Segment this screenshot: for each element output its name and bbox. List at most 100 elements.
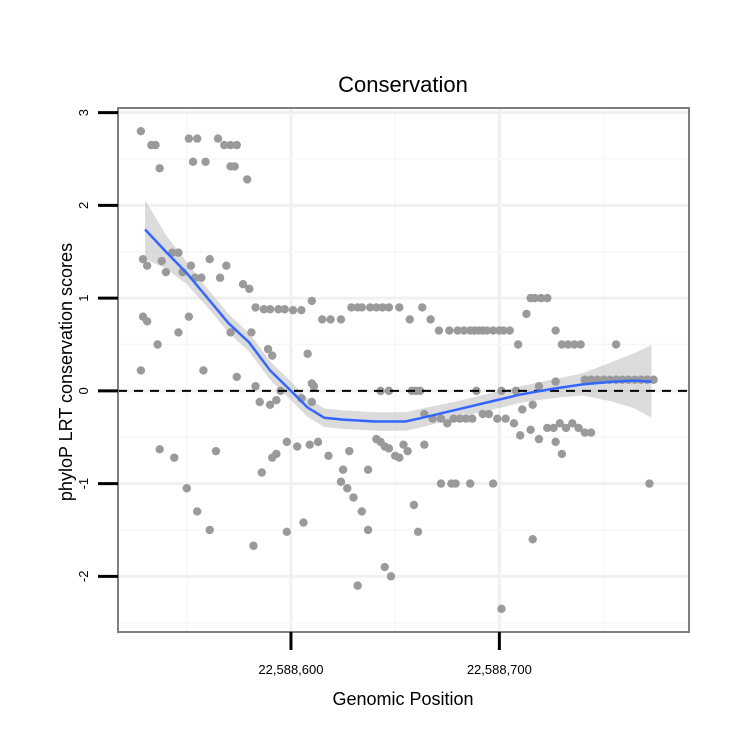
data-point [453, 326, 462, 335]
data-point [151, 140, 160, 150]
data-point [543, 423, 552, 433]
data-point [170, 453, 179, 462]
data-point [155, 164, 164, 173]
data-point [413, 527, 423, 537]
data-point [307, 296, 317, 306]
data-point [257, 468, 266, 477]
data-point [436, 479, 446, 488]
data-point [192, 507, 202, 516]
data-point [245, 284, 254, 294]
data-point [336, 315, 346, 324]
data-point [174, 328, 183, 337]
smooth-fit-layer [144, 228, 652, 423]
data-point [516, 431, 525, 440]
data-point [282, 437, 291, 447]
data-point [468, 414, 477, 423]
data-point [226, 328, 235, 337]
data-point [586, 375, 596, 384]
data-point [232, 372, 241, 382]
data-point [557, 340, 567, 349]
data-point [543, 293, 552, 303]
data-point [186, 261, 196, 270]
data-point [488, 326, 498, 335]
data-point [488, 479, 498, 488]
data-point [157, 256, 166, 266]
data-point [297, 305, 306, 315]
data-point [482, 326, 492, 335]
data-point [465, 479, 475, 488]
y-tick-label: 3 [76, 109, 91, 116]
data-point [309, 382, 319, 391]
data-point [247, 328, 256, 337]
data-point [570, 340, 579, 349]
data-point [534, 434, 544, 444]
data-point [251, 303, 260, 312]
data-point [363, 465, 373, 474]
data-point [232, 140, 241, 150]
y-tick-label: -1 [76, 478, 91, 490]
data-point [403, 446, 412, 456]
data-point [395, 453, 404, 462]
data-point [259, 305, 269, 314]
data-point [272, 395, 281, 405]
data-point [611, 340, 621, 349]
data-point [418, 303, 427, 312]
data-point [434, 326, 444, 335]
data-point [420, 440, 429, 449]
data-point [399, 440, 408, 449]
data-point [557, 449, 567, 459]
data-point [230, 162, 239, 171]
data-point [343, 484, 352, 493]
data-point [551, 326, 560, 335]
data-point [174, 248, 183, 257]
data-point [282, 527, 291, 537]
data-point [445, 326, 454, 335]
data-point [184, 134, 194, 143]
data-point [280, 305, 289, 314]
data-point [561, 423, 571, 433]
data-point [426, 315, 435, 324]
data-point [243, 175, 252, 184]
data-point [293, 442, 302, 451]
y-axis-title: phyloP LRT conservation scores [56, 243, 76, 501]
data-point [313, 437, 323, 447]
data-point [326, 315, 335, 324]
data-point [272, 449, 281, 459]
y-tick-label: 1 [76, 295, 91, 302]
data-point [526, 425, 535, 435]
data-point [249, 541, 258, 550]
data-point [528, 535, 537, 544]
data-point [645, 479, 654, 488]
data-point [336, 477, 346, 486]
data-point [345, 446, 354, 456]
data-point [357, 303, 367, 312]
data-point [138, 254, 148, 264]
data-point [347, 303, 356, 312]
data-point [409, 500, 419, 510]
data-point [551, 377, 560, 386]
data-point [380, 562, 389, 572]
x-tick-label: 22,588,600 [258, 662, 323, 677]
data-point [268, 351, 277, 360]
data-point [415, 386, 425, 396]
data-point [536, 293, 546, 303]
data-point [226, 140, 235, 150]
y-tick-label: -2 [76, 571, 91, 583]
data-point [459, 326, 469, 335]
data-point [522, 309, 531, 319]
data-point [384, 444, 394, 453]
data-point [478, 409, 487, 419]
x-axis: 22,588,600 22,588,700 [258, 632, 532, 677]
x-axis-title: Genomic Position [332, 689, 473, 709]
data-point [493, 414, 502, 423]
data-point [251, 382, 260, 391]
smooth-fit-line [144, 228, 652, 423]
data-point [555, 419, 564, 428]
x-tick-label: 22,588,700 [467, 662, 532, 677]
data-point [274, 305, 283, 314]
data-point [265, 305, 275, 314]
data-point [451, 479, 460, 488]
data-point [449, 414, 458, 423]
y-axis: -2 -1 0 1 2 3 [76, 109, 118, 582]
